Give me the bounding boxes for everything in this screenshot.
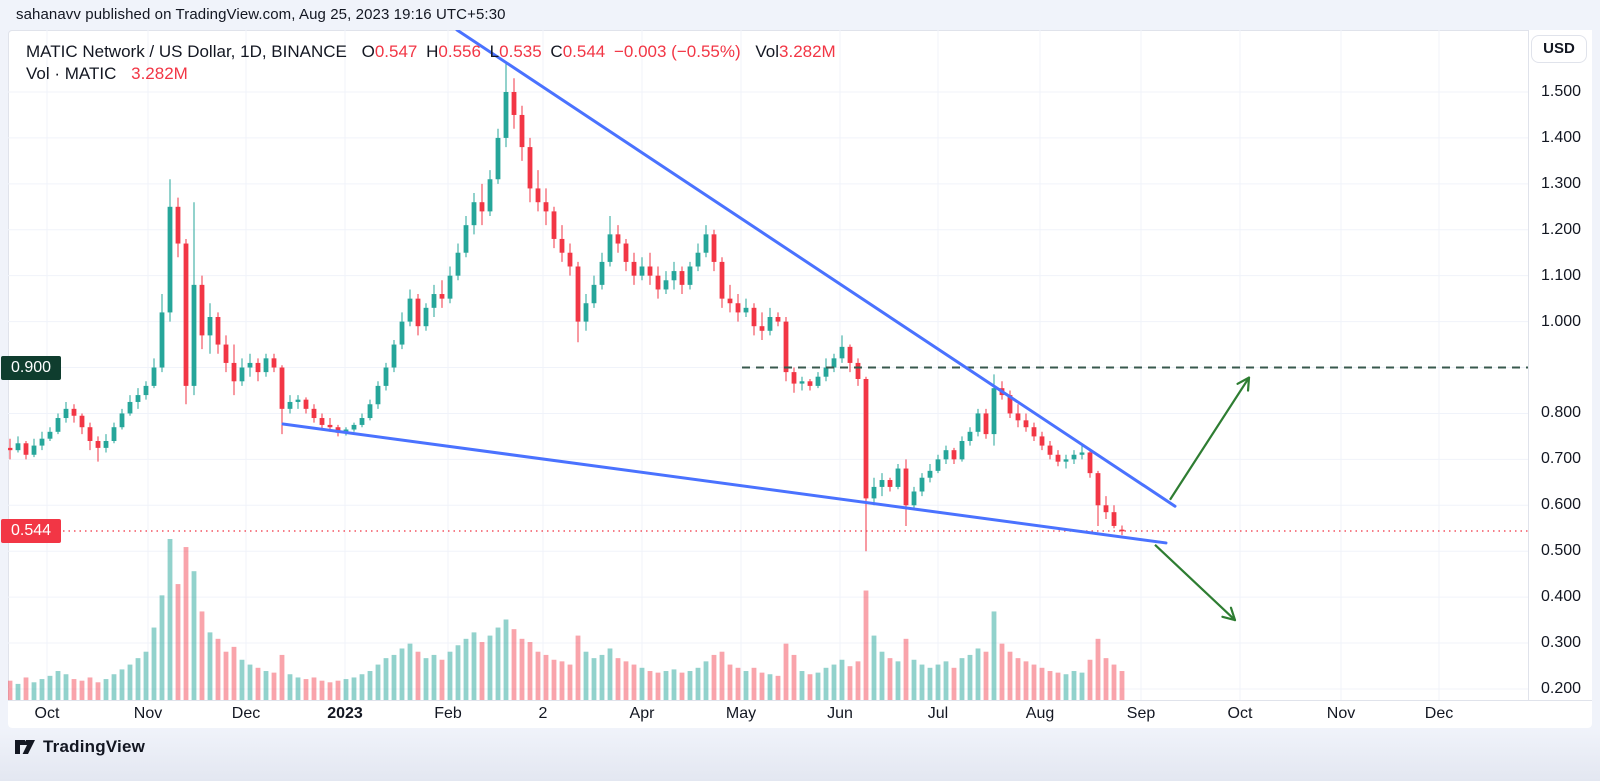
change-value: −0.003 (−0.55%) — [613, 42, 741, 61]
time-axis-label: Nov — [1326, 705, 1356, 722]
low-value: 0.535 — [499, 42, 542, 61]
grid-lines — [8, 30, 1528, 700]
price-axis-label: 0.800 — [1540, 404, 1582, 422]
price-axis-label: 1.200 — [1540, 220, 1582, 238]
vol-value: 3.282M — [779, 42, 836, 61]
price-axis-label: 0.200 — [1540, 679, 1582, 697]
candlesticks — [8, 62, 1125, 552]
vol-matic-value: 3.282M — [131, 64, 188, 83]
low-label: L — [489, 42, 500, 61]
price-axis-label: 0.700 — [1540, 450, 1582, 468]
tradingview-logo-icon — [15, 740, 35, 754]
publisher-line: sahanavv published on TradingView.com, A… — [16, 6, 506, 23]
price-axis[interactable]: 1.500 1.400 1.300 1.200 1.100 1.000 0.800 0.700… — [1528, 30, 1592, 700]
publisher-strip: sahanavv published on TradingView.com, A… — [0, 0, 1600, 30]
legend-row-2: Vol · MATIC 3.282M — [26, 63, 836, 84]
price-axis-label: 1.100 — [1540, 266, 1582, 284]
time-axis-label: Oct — [34, 705, 60, 722]
time-axis-label: Jul — [927, 705, 949, 722]
open-label: O — [361, 42, 375, 61]
time-axis-label: Jun — [827, 705, 853, 722]
time-axis[interactable]: Oct Nov Dec 2023 Feb 2 Apr May Jun Jul Aug Sep Oct No… — [8, 700, 1592, 728]
time-axis-label: Aug — [1025, 705, 1055, 722]
price-axis-label: 1.000 — [1540, 312, 1582, 330]
upper-resistance — [455, 30, 1177, 508]
last-price-badge: 0.544 — [1, 519, 61, 543]
symbol-legend: MATIC Network / US Dollar, 1D, BINANCE O… — [26, 41, 836, 84]
high-value: 0.556 — [438, 42, 481, 61]
price-axis-label: 0.500 — [1540, 542, 1582, 560]
time-axis-label: Feb — [434, 705, 462, 722]
chart-card — [8, 30, 1592, 728]
level-price-badge: 0.900 — [1, 356, 61, 380]
time-axis-label: 2 — [538, 705, 548, 722]
time-axis-label: May — [725, 705, 757, 722]
tradingview-logo[interactable]: TradingView — [14, 737, 145, 757]
price-axis-label: 1.500 — [1540, 83, 1582, 100]
time-axis-label: Dec — [231, 705, 261, 722]
time-axis-label: Apr — [629, 705, 655, 722]
time-axis-label: Dec — [1424, 705, 1454, 722]
volume-bars — [8, 539, 1125, 700]
price-axis-label: 1.300 — [1540, 174, 1582, 192]
lower-support — [281, 422, 1168, 545]
vol-label: Vol — [755, 42, 780, 61]
time-axis-label: Oct — [1227, 705, 1253, 722]
high-label: H — [426, 42, 439, 61]
price-axis-label: 0.300 — [1540, 634, 1582, 652]
time-axis-label: Nov — [133, 705, 163, 722]
price-axis-label: 1.400 — [1540, 128, 1582, 146]
breakdown-down-arrow — [1154, 543, 1237, 622]
price-axis-label: 0.600 — [1540, 496, 1582, 514]
price-axis-label: 0.400 — [1540, 588, 1582, 606]
close-label: C — [550, 42, 563, 61]
footer-strip: TradingView — [0, 728, 1600, 781]
close-value: 0.544 — [562, 42, 606, 61]
time-axis-label: Sep — [1126, 705, 1156, 722]
open-value: 0.547 — [374, 42, 418, 61]
time-axis-label: 2023 — [327, 705, 363, 722]
breakout-up-arrow — [1169, 376, 1251, 501]
vol-matic-label: Vol · MATIC — [26, 64, 117, 83]
tradingview-logo-text: TradingView — [43, 737, 146, 756]
price-chart-svg[interactable] — [8, 30, 1528, 700]
legend-row-1: MATIC Network / US Dollar, 1D, BINANCE O… — [26, 41, 836, 62]
symbol-title: MATIC Network / US Dollar, 1D, BINANCE — [26, 42, 347, 61]
currency-usd-button[interactable]: USD — [1531, 35, 1587, 63]
